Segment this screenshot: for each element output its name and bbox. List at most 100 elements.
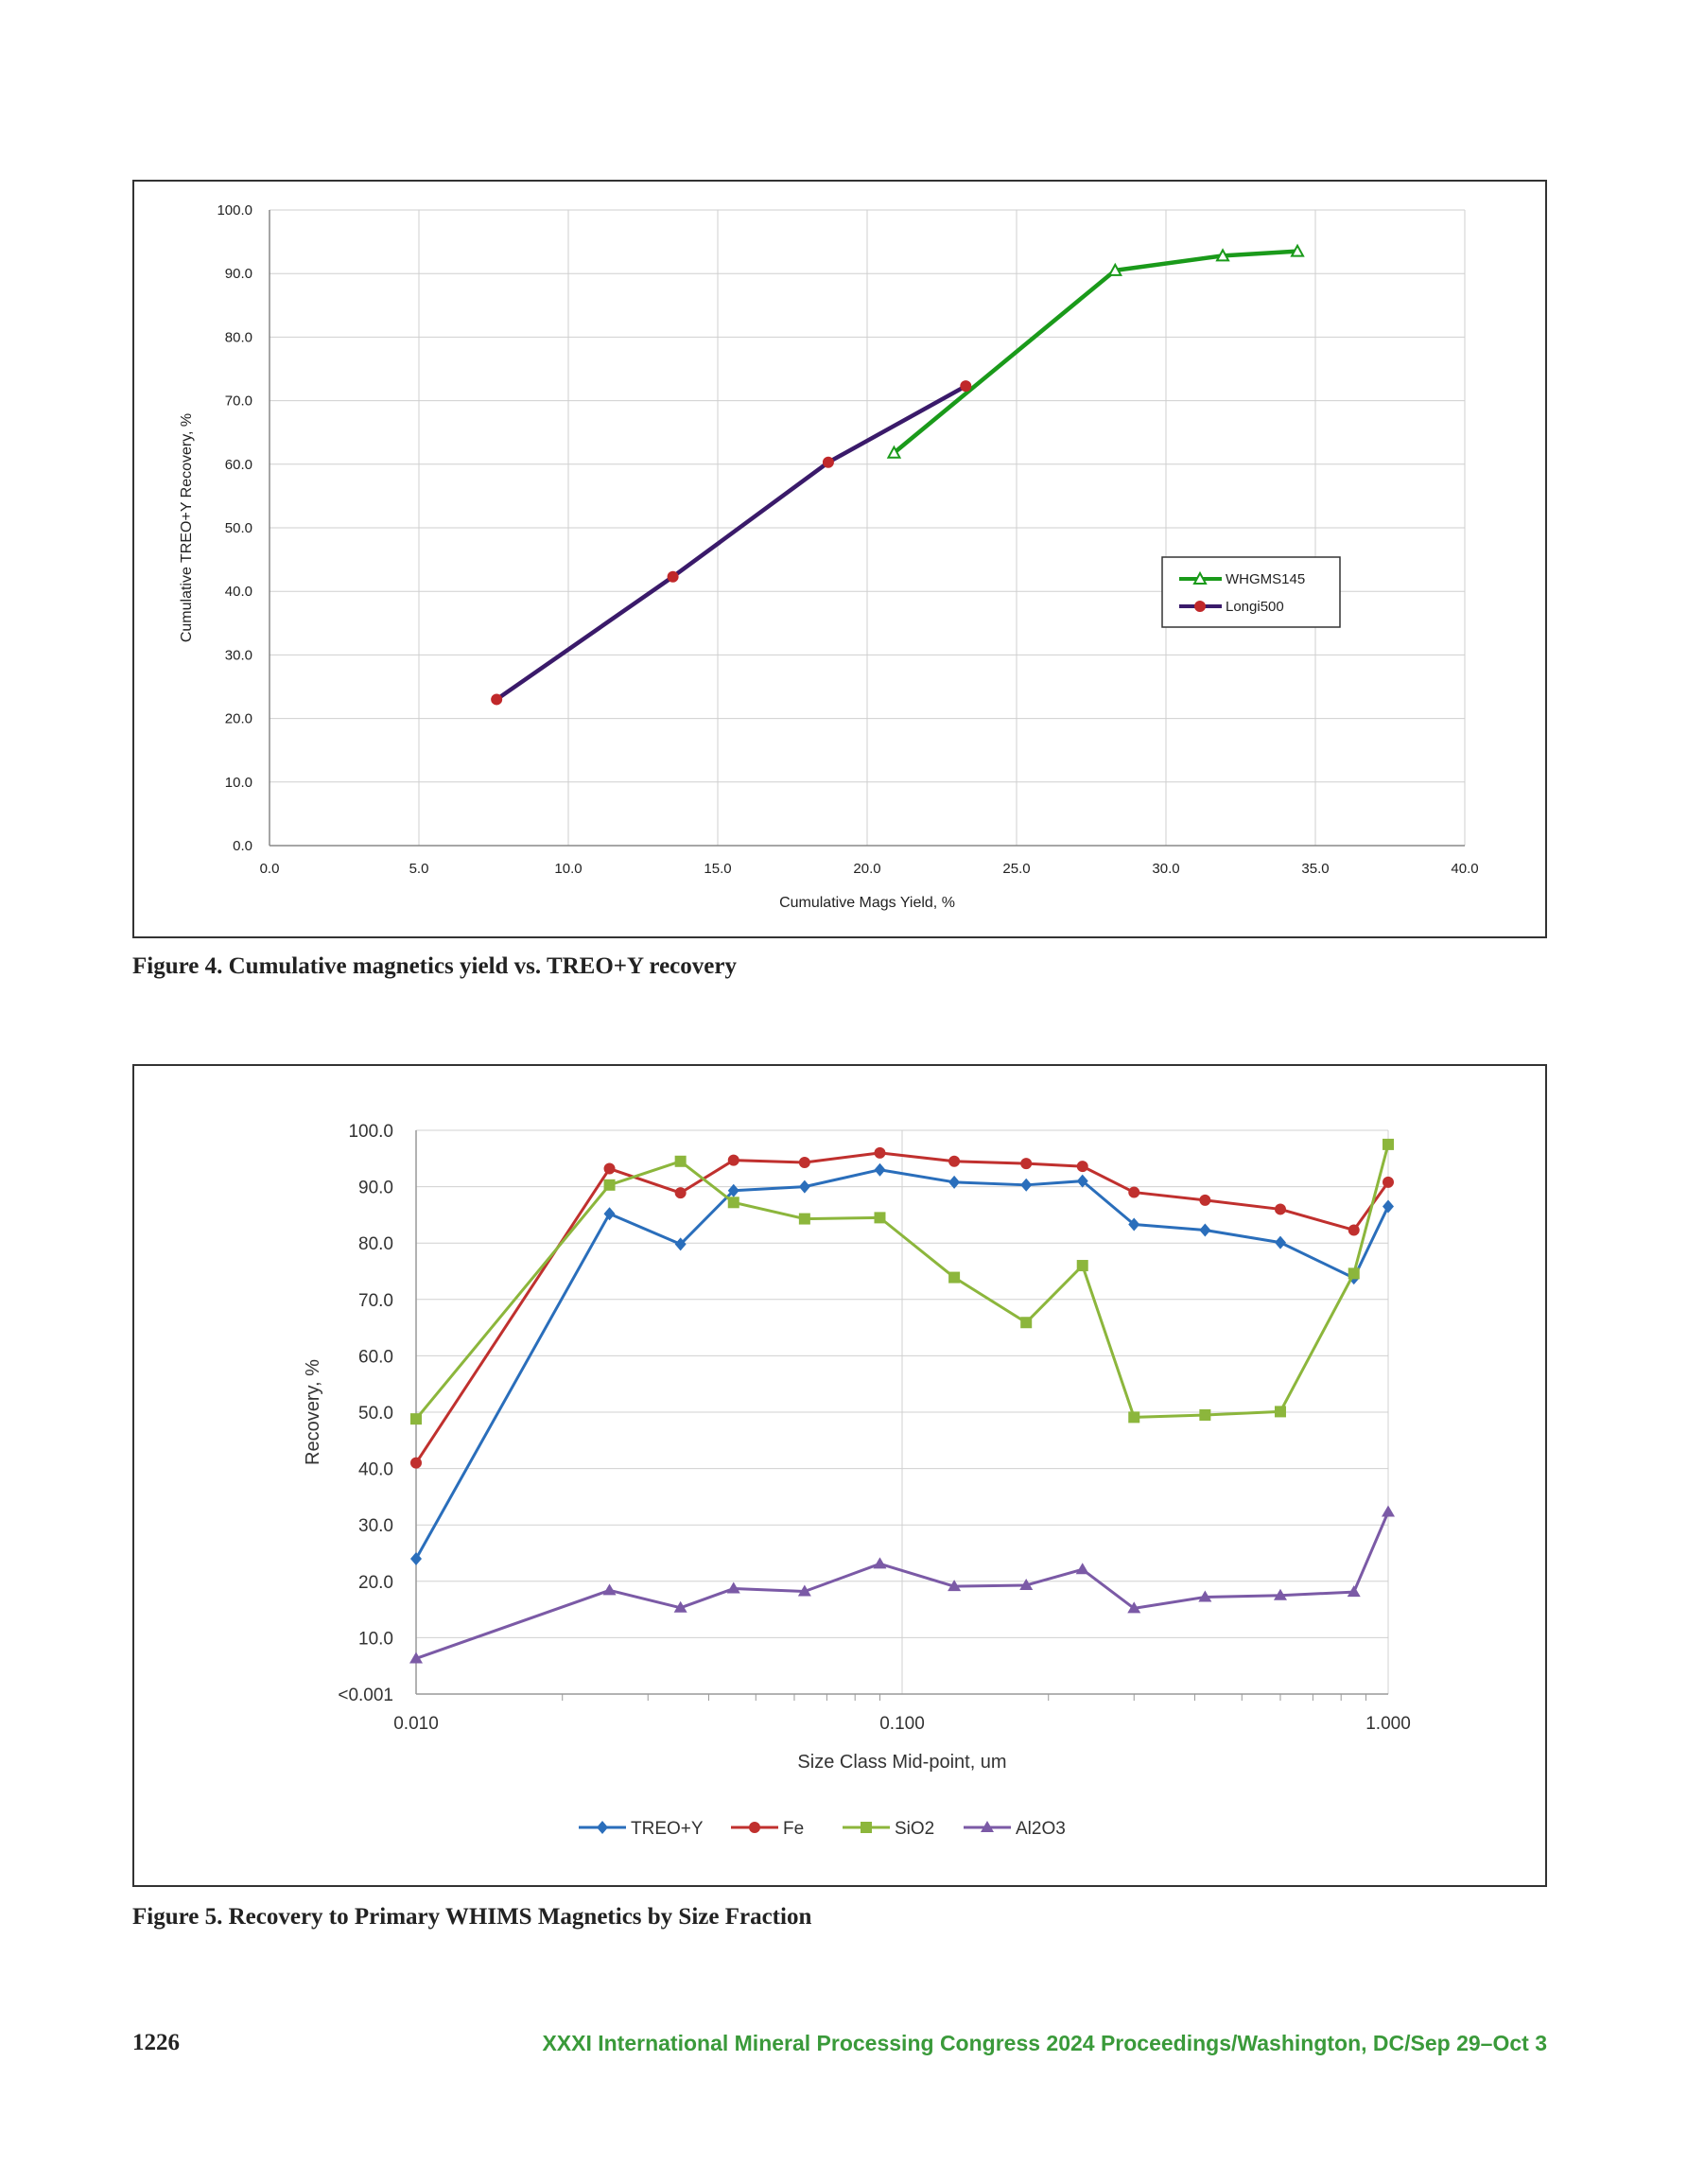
data-point [1383,1199,1394,1214]
figure-5-chart: <0.001 10.0 20.0 30.0 40.0 50.0 60.0 70.0 80.0 90… [303,1122,1411,1839]
series-longi500 [491,380,972,706]
series-line [495,384,967,702]
data-point [1348,1224,1360,1236]
legend-marker [981,1821,994,1832]
data-point [603,1162,616,1175]
page-number: 1226 [132,2030,180,2055]
data-point [1383,1176,1394,1188]
x-tick-label: 10.0 [554,861,582,877]
data-point [1076,1174,1088,1188]
legend-marker [597,1821,608,1834]
data-point [409,1651,423,1664]
data-point [948,1271,961,1284]
y-tick-label: 60.0 [225,457,252,473]
y-axis-title: Recovery, % [303,1359,323,1465]
grid-lines [269,209,1466,847]
y-tick-label: 20.0 [358,1573,393,1593]
series-fe [410,1146,1394,1469]
y-tick-label: 10.0 [358,1629,393,1649]
figure-4-chart: 0.0 5.0 10.0 15.0 20.0 25.0 30.0 35.0 40.0 0.0 10.… [179,202,1479,911]
y-axis-title: Cumulative TREO+Y Recovery, % [179,413,195,642]
data-point [798,1179,810,1194]
legend: WHGMS145 Longi500 [1161,556,1341,628]
data-point [873,1557,887,1569]
data-point [667,570,679,583]
legend-marker [1194,601,1206,612]
data-point [948,1175,961,1189]
series-line [415,1511,1390,1660]
data-point [491,693,503,706]
data-point [410,1457,422,1469]
data-point [874,1212,886,1224]
series-whgms145 [886,243,1305,459]
data-point [1076,1260,1088,1272]
x-tick-label: 5.0 [409,861,429,877]
data-point [1020,1178,1033,1192]
data-point [602,1583,617,1596]
series-treoy [410,1162,1394,1565]
y-tick-label: 80.0 [358,1234,393,1254]
data-point [1199,1223,1211,1237]
figure-4-frame: 0.0 5.0 10.0 15.0 20.0 25.0 30.0 35.0 40.0 0.0 10.… [132,180,1547,938]
y-tick-label: 30.0 [225,647,252,663]
data-point [1199,1194,1211,1206]
legend-label: WHGMS145 [1226,571,1305,587]
x-tick-label: 20.0 [853,861,880,877]
legend-marker [749,1822,760,1833]
x-axis-title: Cumulative Mags Yield, % [779,895,955,911]
data-point [603,1207,616,1221]
data-point [603,1179,616,1191]
y-tick-label: 20.0 [225,711,252,727]
data-point [1274,1406,1286,1418]
legend-marker [1192,570,1208,585]
data-point [1382,1505,1395,1517]
series-line [414,1144,1390,1421]
data-point [1199,1408,1211,1421]
legend-label: Longi500 [1226,599,1284,615]
x-axis-title: Size Class Mid-point, um [797,1752,1006,1773]
data-point [410,1551,422,1565]
data-point [948,1155,961,1167]
y-tick-label: 0.0 [233,838,252,854]
y-tick-label: 30.0 [358,1516,393,1536]
data-point [1215,248,1230,262]
data-point [727,1183,739,1197]
y-tick-label: 40.0 [358,1460,393,1480]
data-point [410,1413,422,1425]
data-point [1020,1317,1033,1329]
y-tick-label: 100.0 [217,202,252,218]
running-footer: XXXI International Mineral Processing Co… [542,2031,1547,2055]
data-point [1127,1601,1141,1614]
y-tick-label: 60.0 [358,1347,393,1367]
data-point [1290,243,1305,257]
series-line [414,1151,1390,1464]
data-point [1076,1161,1088,1173]
x-tick-label: 1.000 [1365,1714,1411,1734]
data-point [674,1187,687,1199]
data-point [960,380,972,393]
data-point [1274,1203,1286,1215]
x-tick-label: 0.100 [879,1714,925,1734]
series-line [893,249,1298,455]
x-tick-label: 35.0 [1301,861,1329,877]
data-point [797,1584,811,1597]
y-tick-label: 100.0 [348,1122,393,1142]
legend-box [1161,556,1341,628]
y-tick-label: 50.0 [225,520,252,536]
data-point [798,1156,810,1168]
x-tick-label: 40.0 [1451,861,1478,877]
y-tick-label: 90.0 [358,1179,393,1198]
data-point [1198,1590,1212,1602]
data-point [822,456,834,468]
data-point [948,1580,962,1592]
legend-label: TREO+Y [631,1819,704,1839]
legend: TREO+Y Fe SiO2 Al2O3 [579,1819,1066,1839]
figure-5-frame: <0.001 10.0 20.0 30.0 40.0 50.0 60.0 70.0 80.0 90… [132,1064,1547,1887]
y-tick-label: 10.0 [225,775,252,791]
data-point [1348,1267,1360,1280]
y-tick-label: 40.0 [225,584,252,600]
legend-label: Fe [783,1819,804,1839]
data-point [874,1162,886,1177]
y-tick-label: 70.0 [358,1291,393,1311]
figure-4-caption: Figure 4. Cumulative magnetics yield vs.… [132,953,737,979]
